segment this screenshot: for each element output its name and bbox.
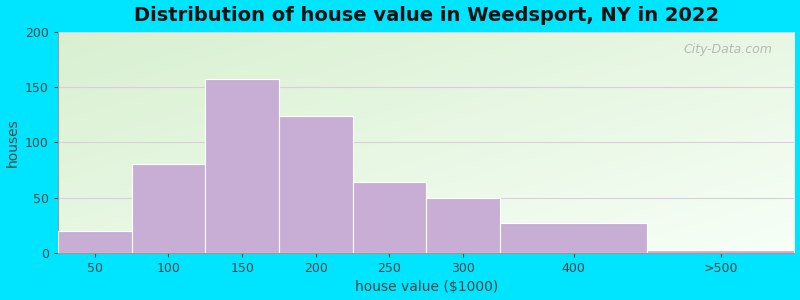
X-axis label: house value ($1000): house value ($1000)	[354, 280, 498, 294]
Bar	[132, 164, 206, 253]
Bar	[206, 79, 279, 253]
Bar	[58, 231, 132, 253]
Title: Distribution of house value in Weedsport, NY in 2022: Distribution of house value in Weedsport…	[134, 6, 718, 25]
Bar	[426, 198, 500, 253]
Bar	[353, 182, 426, 253]
Bar	[279, 116, 353, 253]
Bar	[647, 250, 794, 253]
Text: City-Data.com: City-Data.com	[683, 43, 772, 56]
Y-axis label: houses: houses	[6, 118, 19, 166]
Bar	[500, 223, 647, 253]
